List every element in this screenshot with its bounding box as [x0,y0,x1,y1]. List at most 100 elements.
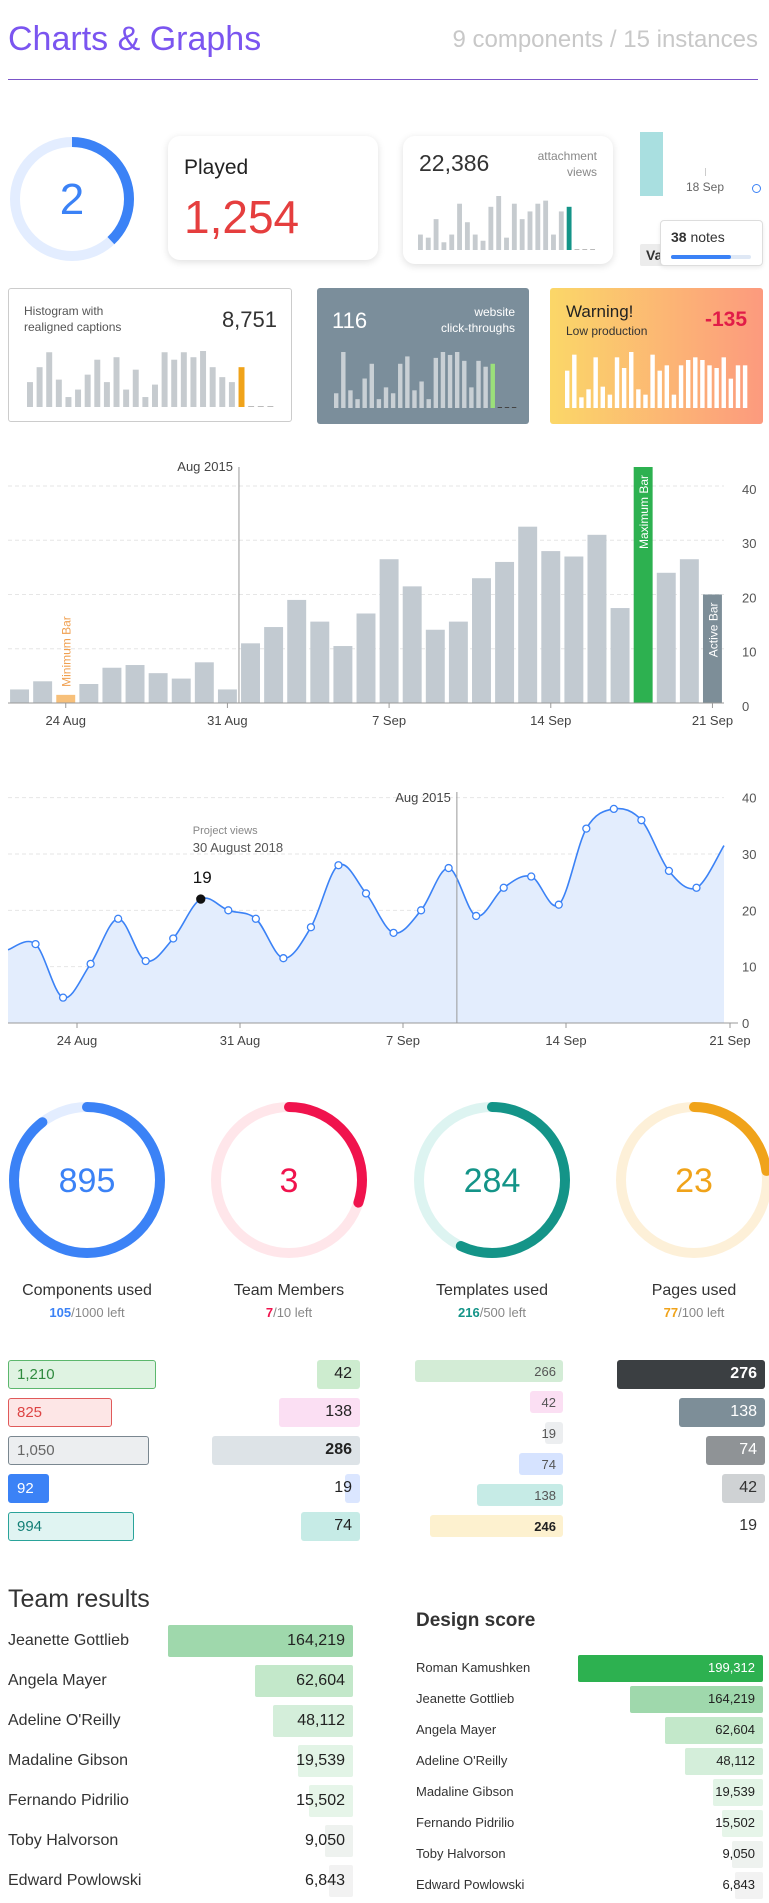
bar[interactable] [79,684,99,703]
progress-value: 42 [739,1479,757,1496]
area-point[interactable] [609,804,618,814]
mini-point [752,184,761,193]
design-score-bar [735,1872,763,1899]
bar[interactable] [610,608,630,703]
bar[interactable] [333,646,353,703]
bar[interactable] [633,467,653,703]
bar[interactable] [356,613,376,703]
bar[interactable] [194,662,214,703]
area-point[interactable] [361,889,371,898]
small-donut-value: 2 [60,175,84,224]
x-tick-label: 24 Aug [57,1033,98,1048]
x-tick-label: 31 Aug [220,1033,261,1048]
bar[interactable] [171,678,191,703]
bar[interactable] [448,621,468,703]
bar[interactable] [287,599,307,703]
area-point[interactable] [86,959,95,968]
team-score-value: 9,050 [304,1832,345,1849]
ring-arc [616,1102,769,1258]
bar[interactable] [217,689,237,703]
area-point[interactable] [527,872,536,881]
design-score-bar [713,1779,763,1806]
area-point[interactable] [196,894,206,904]
area-point[interactable] [334,861,343,870]
bar[interactable] [102,667,122,703]
team-score-bar [273,1705,353,1737]
area-point[interactable] [169,934,178,943]
ring-label: Templates used [435,1282,549,1299]
sparkbar [334,393,339,408]
progress-bar: 1,210 [8,1360,156,1389]
sparkbar [390,393,396,408]
bar[interactable] [679,559,699,703]
ring-used: 7 [265,1305,274,1320]
area-point[interactable] [416,906,426,915]
bar[interactable] [33,681,53,703]
bar[interactable] [56,694,76,703]
team-score-value: 48,112 [297,1712,345,1729]
area-point[interactable] [114,914,123,923]
warning-value: -135 [704,308,747,331]
area-point[interactable] [499,883,508,892]
bar[interactable] [472,578,491,703]
progress-value: 138 [325,1403,352,1420]
bar[interactable] [702,594,722,703]
ring-value: 284 [464,1162,521,1200]
area-point[interactable] [306,923,316,932]
area-point[interactable] [444,863,453,873]
bar[interactable] [148,673,168,703]
team-results-list: Jeanette Gottlieb 164,219 Angela Mayer 62,6… [8,1625,353,1900]
sparkbar [362,378,367,408]
area-point[interactable] [251,914,260,923]
component-count: 9 components / 15 instances [452,26,758,54]
components-count: 9 components [452,26,604,53]
bar[interactable] [425,629,445,703]
designer-name: Roman Kamushken [416,1660,531,1675]
area-point[interactable] [31,939,40,949]
y-tick-label: 40 [742,482,756,497]
area-point[interactable] [554,900,563,909]
sparkbar [586,389,591,408]
bar[interactable] [310,621,330,703]
sparkbar [161,352,168,407]
attachment-caption: attachment views [538,148,597,180]
bar[interactable] [495,561,515,703]
sparkbar [152,384,158,407]
area-point[interactable] [224,906,233,915]
area-point[interactable] [389,928,398,938]
bar[interactable] [264,627,284,703]
warning-title: Warning! [566,302,634,321]
area-point[interactable] [582,824,591,833]
bar[interactable] [541,551,561,703]
team-results-title: Team results [8,1585,150,1613]
area-point[interactable] [279,954,288,963]
x-tick-label: 14 Sep [545,1033,586,1048]
notes-value: 38 [671,229,687,245]
area-point[interactable] [637,816,646,825]
area-point[interactable] [664,866,674,876]
warning-sparkbars [565,352,748,408]
bar[interactable] [564,556,584,703]
area-point[interactable] [692,883,701,892]
bar[interactable] [241,643,260,703]
bar[interactable] [402,586,422,703]
area-chart: 0 10 20 30 40 Aug 2015 Project views 30 August … [7,790,756,1048]
bar[interactable] [518,526,538,703]
bar[interactable] [10,689,30,703]
sparkbar [551,234,556,250]
bar[interactable] [587,534,607,703]
page-title: Charts & Graphs [8,20,262,58]
bar[interactable] [656,572,676,703]
sparkbar [543,200,549,250]
team-member-name: Adeline O'Reilly [8,1712,121,1729]
area-point[interactable] [472,911,481,921]
design-score-value: 9,050 [722,1846,755,1861]
area-point[interactable] [58,993,68,1002]
progress-value: 286 [325,1441,352,1458]
warning-subtitle: Low production [566,324,648,338]
sparkbar [572,354,577,408]
bar[interactable] [379,559,399,703]
attachment-sparkbars [418,196,596,250]
bar[interactable] [125,665,145,703]
area-point[interactable] [141,956,150,966]
